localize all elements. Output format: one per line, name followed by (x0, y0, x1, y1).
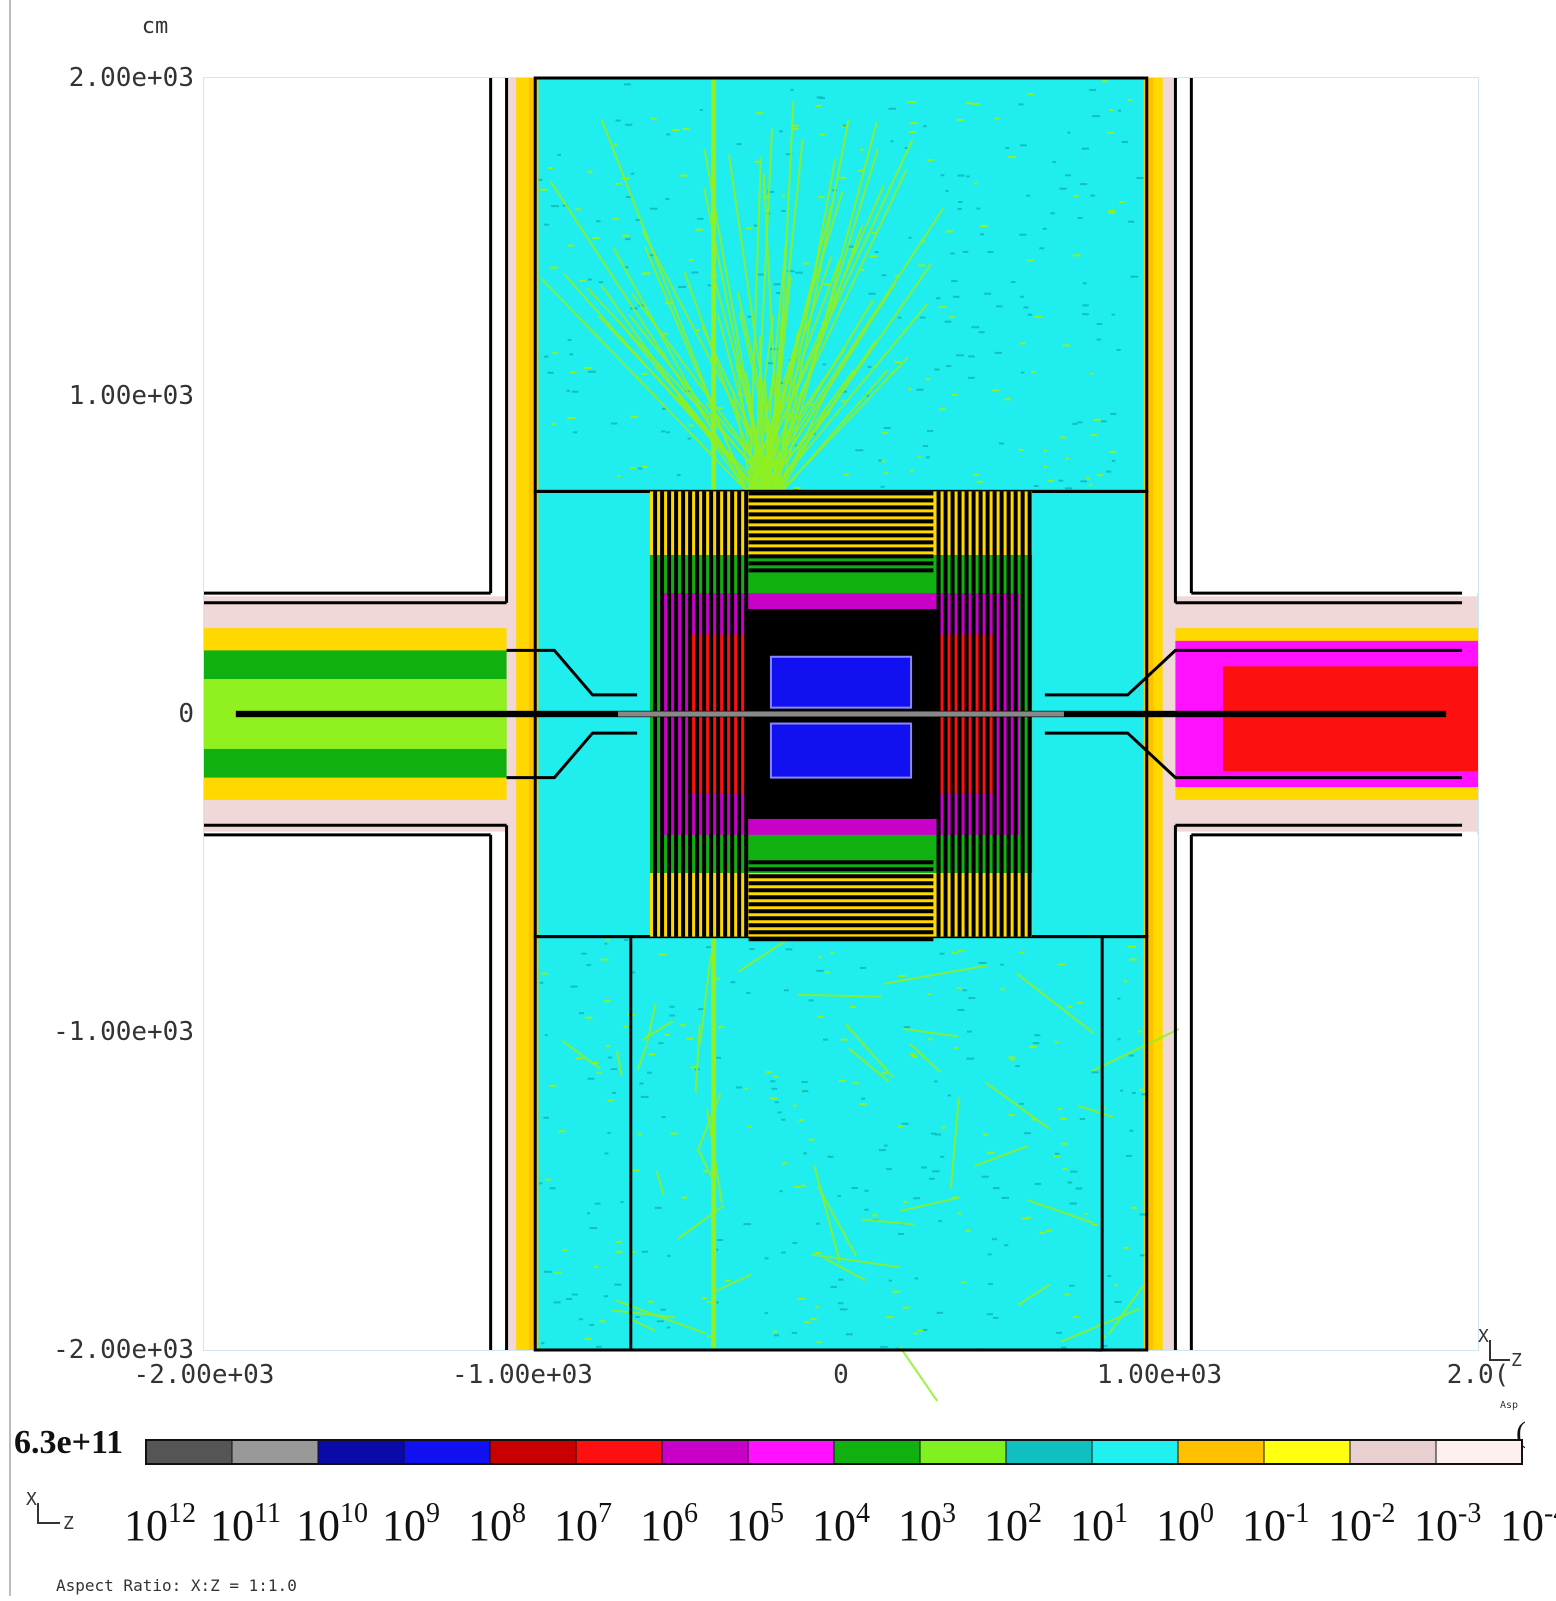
colorbar-swatch (403, 1439, 491, 1465)
colorbar-tick-label: 103 (898, 1498, 956, 1550)
colorbar-swatch (145, 1439, 233, 1465)
colorbar-tick-label: 10-2 (1328, 1498, 1395, 1550)
aspect-ratio-label: Aspect Ratio: X:Z = 1:1.0 (56, 1576, 297, 1595)
tunnel-right-red (1223, 666, 1478, 772)
colorbar-tick-label: 10-4 (1500, 1498, 1556, 1550)
colorbar-tick-label: 104 (812, 1498, 870, 1550)
colorbar (145, 1439, 1523, 1465)
colorbar-swatch (1435, 1439, 1523, 1465)
solenoid-upper (769, 655, 913, 709)
colorbar-swatch (919, 1439, 1007, 1465)
y-axis-ticks: 2.00e+03 1.00e+03 0 -1.00e+03 -2.00e+03 (53, 63, 194, 1365)
rock-mask (204, 78, 1478, 1350)
svg-text:X: X (26, 1489, 37, 1510)
x-tick-label: 1.00e+03 (1097, 1360, 1222, 1390)
colorbar-swatch (1177, 1439, 1265, 1465)
colorbar-tick-label: 1010 (296, 1498, 368, 1550)
colorbar-swatch (317, 1439, 405, 1465)
x-tick-label: 2.0( (1447, 1360, 1510, 1390)
colorbar-tick-label: 10-1 (1242, 1498, 1309, 1550)
y-tick-label: 1.00e+03 (69, 381, 194, 411)
solenoid-lower (769, 722, 913, 779)
colorbar-swatch (747, 1439, 835, 1465)
colorbar-swatch (231, 1439, 319, 1465)
svg-text:Z: Z (63, 1513, 74, 1534)
colorbar-swatch (661, 1439, 749, 1465)
x-tick-label: -2.00e+03 (134, 1360, 275, 1390)
colorbar-tick-label: 1012 (124, 1498, 196, 1550)
x-axis-ticks: -2.00e+03 -1.00e+03 0 1.00e+03 2.0( (134, 1360, 1510, 1390)
svg-text:Asp: Asp (1500, 1400, 1518, 1411)
colorbar-swatch (1005, 1439, 1093, 1465)
colorbar-swatch (575, 1439, 663, 1465)
y-tick-label: -1.00e+03 (53, 1017, 194, 1047)
max-value-label: 6.3e+11 (14, 1424, 123, 1461)
concrete-texture (538, 80, 1147, 1352)
plot-area (203, 76, 1479, 1402)
colorbar-tick-label: 108 (468, 1498, 526, 1550)
tunnel-walls (204, 78, 1463, 1350)
colorbar-swatch (1263, 1439, 1351, 1465)
colorbar-swatch (833, 1439, 921, 1465)
colorbar-tick-label: 102 (984, 1498, 1042, 1550)
orientation-icon-colorbar: X Z (26, 1489, 74, 1534)
particle-tracks (540, 78, 1186, 1402)
svg-text:X: X (1478, 1326, 1489, 1347)
colorbar-end-label: ( (1516, 1416, 1526, 1449)
svg-text:Z: Z (1511, 1350, 1522, 1371)
colorbar-tick-label: 105 (726, 1498, 784, 1550)
colorbar-swatch (489, 1439, 577, 1465)
beam-pipe-center (618, 711, 1064, 717)
colorbar-swatch (1091, 1439, 1179, 1465)
y-tick-label: 2.00e+03 (69, 63, 194, 93)
y-tick-label: 0 (178, 699, 194, 729)
colorbar-tick-label: 106 (640, 1498, 698, 1550)
colorbar-tick-label: 101 (1070, 1498, 1128, 1550)
colorbar-tick-label: 100 (1156, 1498, 1214, 1550)
x-tick-label: 0 (833, 1360, 849, 1390)
colorbar-labels: 1012 1011 1010 109 108 107 106 105 104 103 102 101 1… (124, 1498, 1556, 1550)
x-tick-label: -1.00e+03 (452, 1360, 593, 1390)
y-tick-label: -2.00e+03 (53, 1335, 194, 1365)
colorbar-swatch (1349, 1439, 1437, 1465)
unit-label: cm (142, 14, 169, 39)
colorbar-tick-label: 107 (554, 1498, 612, 1550)
colorbar-tick-label: 1011 (210, 1498, 281, 1550)
colorbar-tick-label: 109 (382, 1498, 440, 1550)
colorbar-tick-label: 10-3 (1414, 1498, 1481, 1550)
orientation-icon-plot: X Z Asp (1478, 1326, 1522, 1411)
